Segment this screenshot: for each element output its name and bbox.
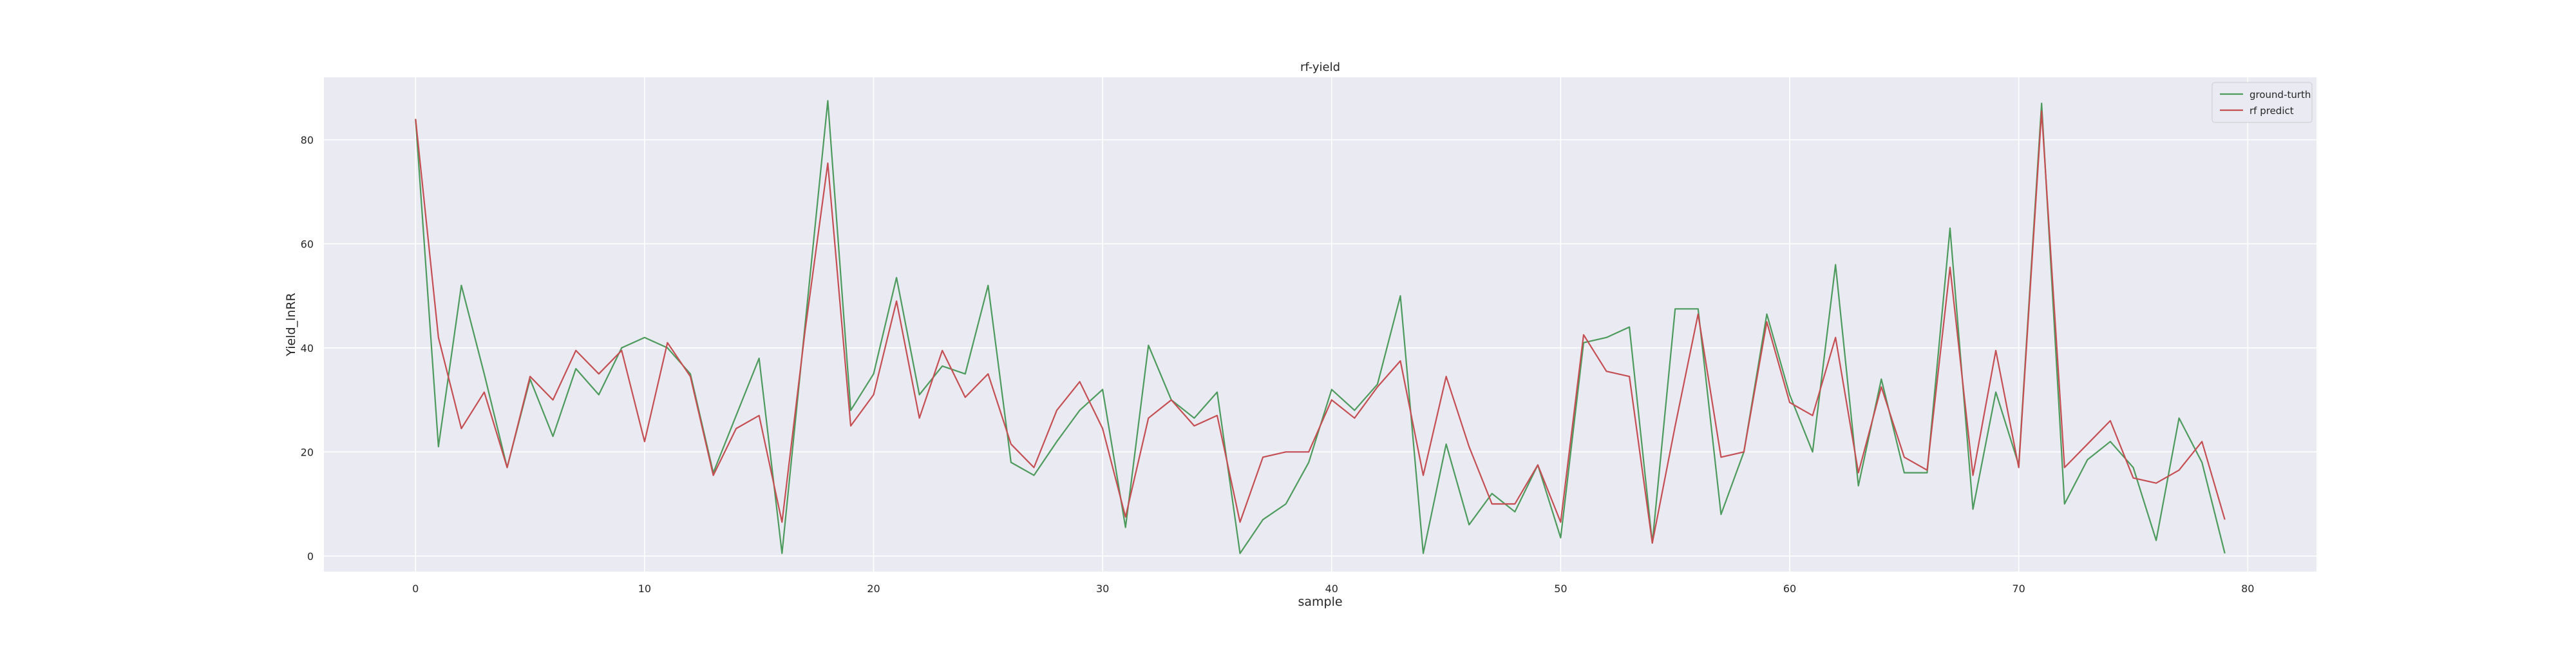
series-line-1 [415,110,2226,544]
y-tick-label: 80 [301,134,314,146]
x-tick-label: 70 [2012,583,2025,595]
legend: ground-turth rf predict [2211,82,2313,123]
legend-label-0: ground-turth [2249,89,2311,101]
axes: 0 10 20 30 40 50 60 70 80 0 20 40 60 80 [301,134,2255,595]
series [415,100,2226,554]
y-axis-label: Yield_lnRR [284,293,298,356]
y-tick-label: 20 [301,446,314,458]
legend-box [2211,82,2313,123]
x-tick-label: 80 [2241,583,2254,595]
y-tick-label: 0 [307,550,314,563]
x-tick-label: 0 [412,583,419,595]
x-tick-label: 50 [1554,583,1567,595]
grid [324,77,2316,572]
x-tick-label: 30 [1096,583,1109,595]
x-tick-label: 40 [1325,583,1338,595]
y-tick-label: 60 [301,238,314,250]
chart-title: rf-yield [1300,61,1340,74]
y-tick-label: 40 [301,342,314,354]
plot-area [324,77,2316,572]
x-tick-label: 60 [1783,583,1796,595]
x-tick-label: 20 [867,583,880,595]
legend-label-1: rf predict [2249,105,2294,117]
x-axis-label: sample [1298,595,1342,609]
x-tick-label: 10 [638,583,651,595]
